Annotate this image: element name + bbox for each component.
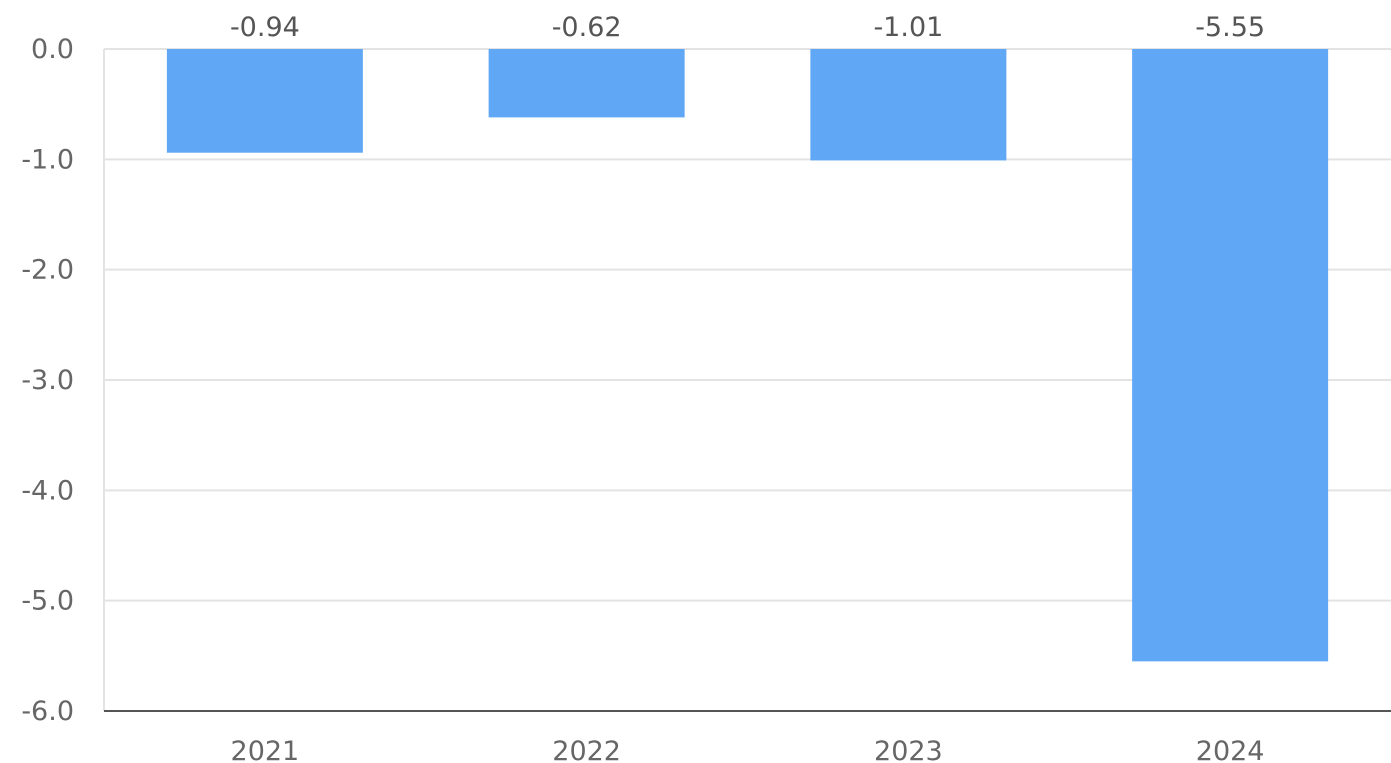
bar-value-label: -5.55 (1195, 12, 1265, 43)
y-tick-label: -1.0 (21, 144, 74, 175)
y-tick-label: -4.0 (21, 475, 74, 506)
bar (810, 49, 1007, 161)
y-tick-label: -2.0 (21, 255, 74, 286)
bar-value-label: -0.94 (230, 12, 300, 43)
y-tick-label: -5.0 (21, 586, 74, 617)
bar-value-label: -1.01 (873, 12, 943, 43)
bar (488, 49, 685, 118)
axes (103, 49, 1391, 712)
x-tick-label: 2021 (231, 736, 300, 763)
y-tick-label: -3.0 (21, 365, 74, 396)
y-tick-label: -6.0 (21, 696, 74, 727)
bar (166, 49, 363, 153)
x-tick-label: 2022 (552, 736, 621, 763)
bars (166, 49, 1329, 662)
bar (1132, 49, 1329, 662)
x-tick-label: 2024 (1196, 736, 1265, 763)
y-tick-label: 0.0 (31, 34, 74, 65)
x-tick-label: 2023 (874, 736, 943, 763)
bar-value-label: -0.62 (552, 12, 622, 43)
labels: 0.0 -1.0 -2.0 -3.0 -4.0 -5.0 -6.0 2021 -0.94 2022… (21, 12, 1265, 763)
